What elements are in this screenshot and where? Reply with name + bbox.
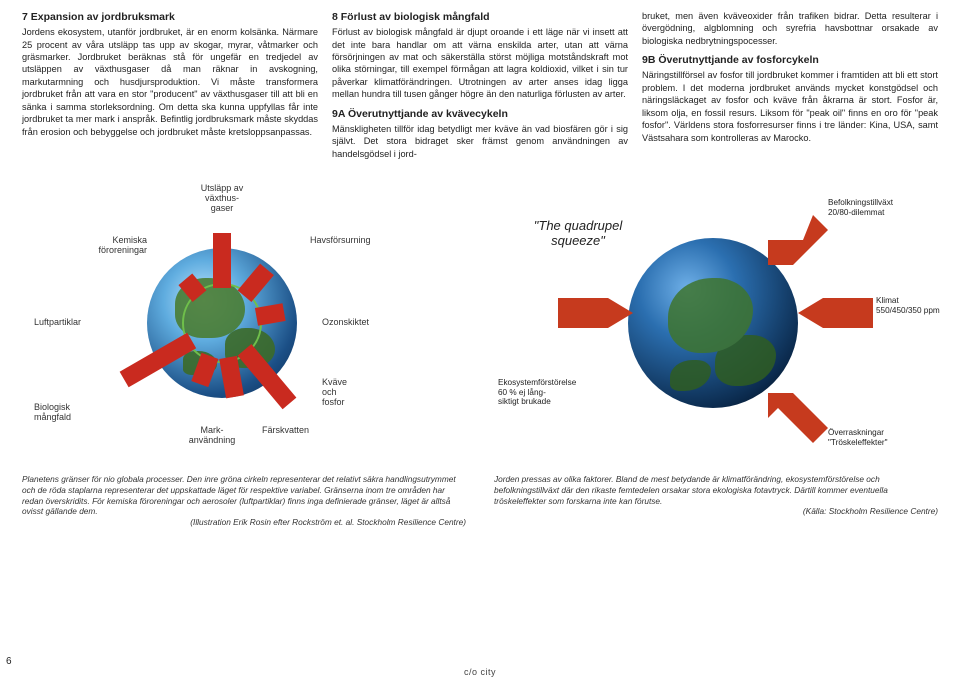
- caption-left: Planetens gränser för nio globala proces…: [22, 474, 466, 528]
- label-befolk: Befolkningstillväxt20/80-dilemmat: [828, 198, 938, 217]
- label-luft: Luftpartiklar: [34, 318, 109, 328]
- heading-9a: 9A Överutnyttjande av kvävecykeln: [332, 107, 628, 121]
- caption-right: Jorden pressas av olika faktorer. Bland …: [494, 474, 938, 528]
- label-havs: Havsförsurning: [310, 236, 400, 246]
- planetary-boundaries-diagram: Kemiskaföroreningar Utsläpp avväxthus-ga…: [22, 178, 462, 468]
- label-utslapp: Utsläpp avväxthus-gaser: [187, 184, 257, 214]
- label-bio: Biologiskmångfald: [34, 403, 104, 423]
- label-over: Överraskningar"Tröskeleffekter": [828, 428, 938, 447]
- paragraph-8: Förlust av biologisk mångfald är djupt o…: [332, 26, 628, 101]
- label-klimat: Klimat550/450/350 ppm: [876, 296, 946, 315]
- label-kvave: Kväveochfosfor: [322, 378, 372, 408]
- paragraph-9a-cont: bruket, men även kväveoxider från trafik…: [642, 10, 938, 47]
- label-farsk: Färskvatten: [262, 426, 332, 436]
- diagrams-row: Kemiskaföroreningar Utsläpp avväxthus-ga…: [0, 170, 960, 472]
- paragraph-7: Jordens ekosystem, utanför jordbruket, ä…: [22, 26, 318, 138]
- caption-left-source: (Illustration Erik Rosin efter Rockström…: [22, 517, 466, 528]
- paragraph-9a: Mänskligheten tillför idag betydligt mer…: [332, 123, 628, 160]
- paragraph-9b: Näringstillförsel av fosfor till jordbru…: [642, 69, 938, 144]
- arrow-bottom-right: [758, 378, 828, 448]
- caption-right-source: (Källa: Stockholm Resilience Centre): [494, 506, 938, 517]
- arrow-left: [553, 288, 633, 338]
- caption-left-text: Planetens gränser för nio globala proces…: [22, 474, 456, 516]
- arrow-right: [798, 288, 878, 338]
- heading-7: 7 Expansion av jordbruksmark: [22, 10, 318, 24]
- label-kemiska: Kemiskaföroreningar: [77, 236, 147, 256]
- captions-row: Planetens gränser för nio globala proces…: [0, 472, 960, 534]
- caption-right-text: Jorden pressas av olika faktorer. Bland …: [494, 474, 888, 506]
- heading-8: 8 Förlust av biologisk mångfald: [332, 10, 628, 24]
- column-2: 8 Förlust av biologisk mångfald Förlust …: [332, 10, 628, 166]
- column-1: 7 Expansion av jordbruksmark Jordens eko…: [22, 10, 318, 166]
- arrow-top-right: [758, 210, 828, 280]
- quad-title: "The quadrupel squeeze": [518, 218, 638, 248]
- label-eko: Ekosystemförstörelse60 % ej lång-siktigt…: [498, 378, 608, 406]
- boundary-bar: [213, 233, 231, 288]
- page-number: 6: [6, 656, 12, 667]
- quadrupel-squeeze-diagram: "The quadrupel squeeze" Befolkningstillv…: [498, 178, 938, 468]
- text-columns: 7 Expansion av jordbruksmark Jordens eko…: [0, 0, 960, 170]
- label-ozon: Ozonskiktet: [322, 318, 402, 328]
- footer-logo: c/o city: [464, 667, 496, 677]
- column-3: bruket, men även kväveoxider från trafik…: [642, 10, 938, 166]
- label-mark: Mark-användning: [172, 426, 252, 446]
- heading-9b: 9B Överutnyttjande av fosforcykeln: [642, 53, 938, 67]
